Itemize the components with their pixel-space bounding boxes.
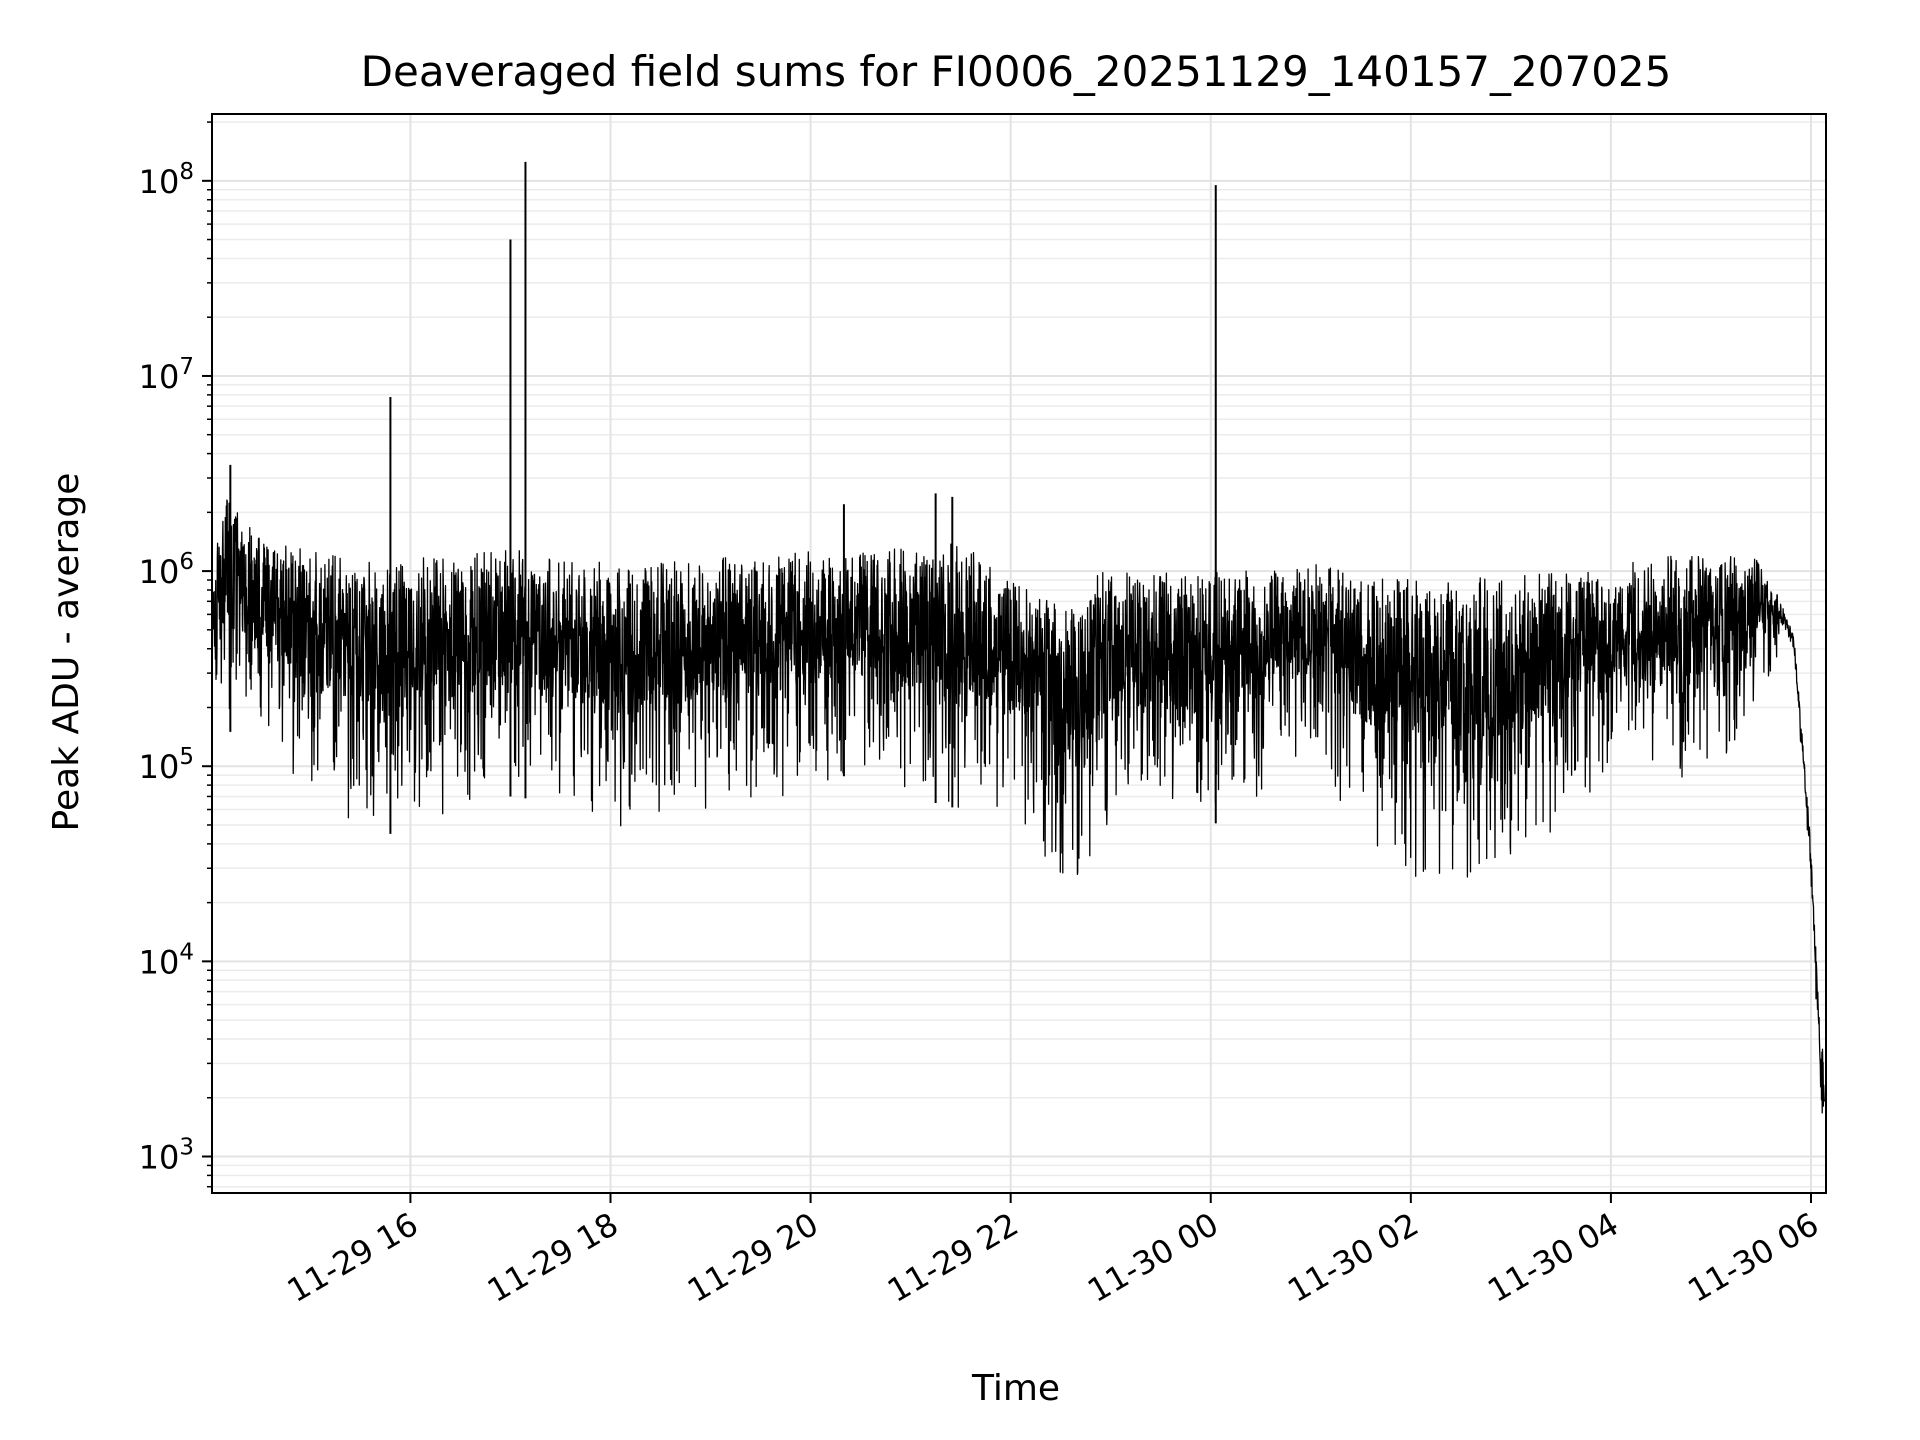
y-axis-label: Peak ADU - average: [46, 473, 87, 832]
y-tick-label: 107: [139, 354, 194, 396]
grid: [212, 114, 1826, 1193]
data-series: [211, 161, 1825, 1114]
y-tick-label: 106: [139, 549, 194, 591]
y-tick-label: 104: [139, 939, 194, 981]
x-axis-label: Time: [971, 1368, 1060, 1409]
y-tick-label: 108: [139, 159, 194, 201]
chart-title: Deaveraged field sums for FI0006_2025112…: [361, 47, 1672, 96]
y-tick-label: 105: [139, 744, 194, 786]
y-tick-label: 103: [139, 1134, 194, 1176]
plot-area-frame: [211, 113, 1827, 1194]
data-line: [211, 499, 1825, 1114]
